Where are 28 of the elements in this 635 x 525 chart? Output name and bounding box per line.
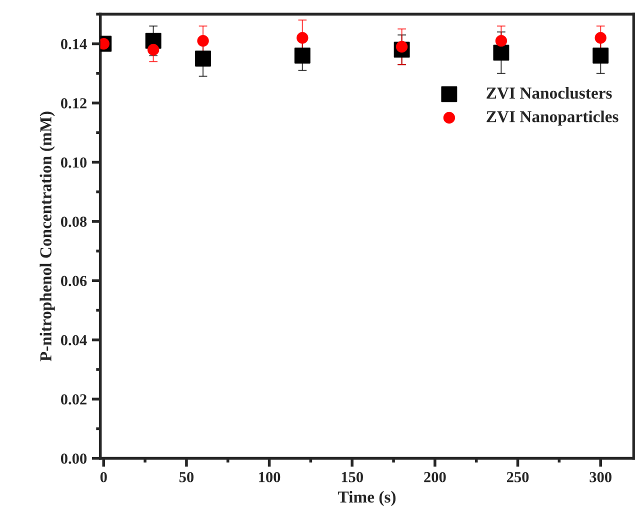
x-tick-label: 0 xyxy=(100,472,107,482)
point xyxy=(147,44,160,56)
legend-label: ZVI Nanoclusters xyxy=(486,87,612,99)
y-tick-label: 0.02 xyxy=(60,394,86,405)
point xyxy=(296,32,308,44)
x-tick-label: 50 xyxy=(179,472,194,482)
y-tick-label: 0.14 xyxy=(60,38,87,50)
x-tick-label: 300 xyxy=(590,472,612,482)
legend-label: ZVI Nanoparticles xyxy=(486,110,618,126)
point xyxy=(495,34,508,47)
x-axis-title: Time (s) xyxy=(338,490,396,506)
x-tick-label: 100 xyxy=(259,472,280,482)
y-tick-label: 0.06 xyxy=(60,276,87,286)
point xyxy=(493,44,510,61)
point xyxy=(592,48,609,64)
y-tick-label: 0.10 xyxy=(60,157,87,168)
point xyxy=(197,34,209,47)
y-tick-label: 0.00 xyxy=(60,453,87,464)
x-tick-label: 250 xyxy=(506,472,529,482)
point xyxy=(195,50,212,67)
y-tick-label: 0.04 xyxy=(60,335,87,346)
point xyxy=(594,32,606,44)
point xyxy=(294,48,310,64)
y-tick-label: 0.12 xyxy=(60,98,86,109)
x-tick-label: 150 xyxy=(342,472,363,482)
y-tick-label: 0.08 xyxy=(60,216,87,227)
y-axis-title: P-nitrophenol Concentration (mM) xyxy=(40,112,55,362)
x-tick-label: 200 xyxy=(424,472,446,482)
